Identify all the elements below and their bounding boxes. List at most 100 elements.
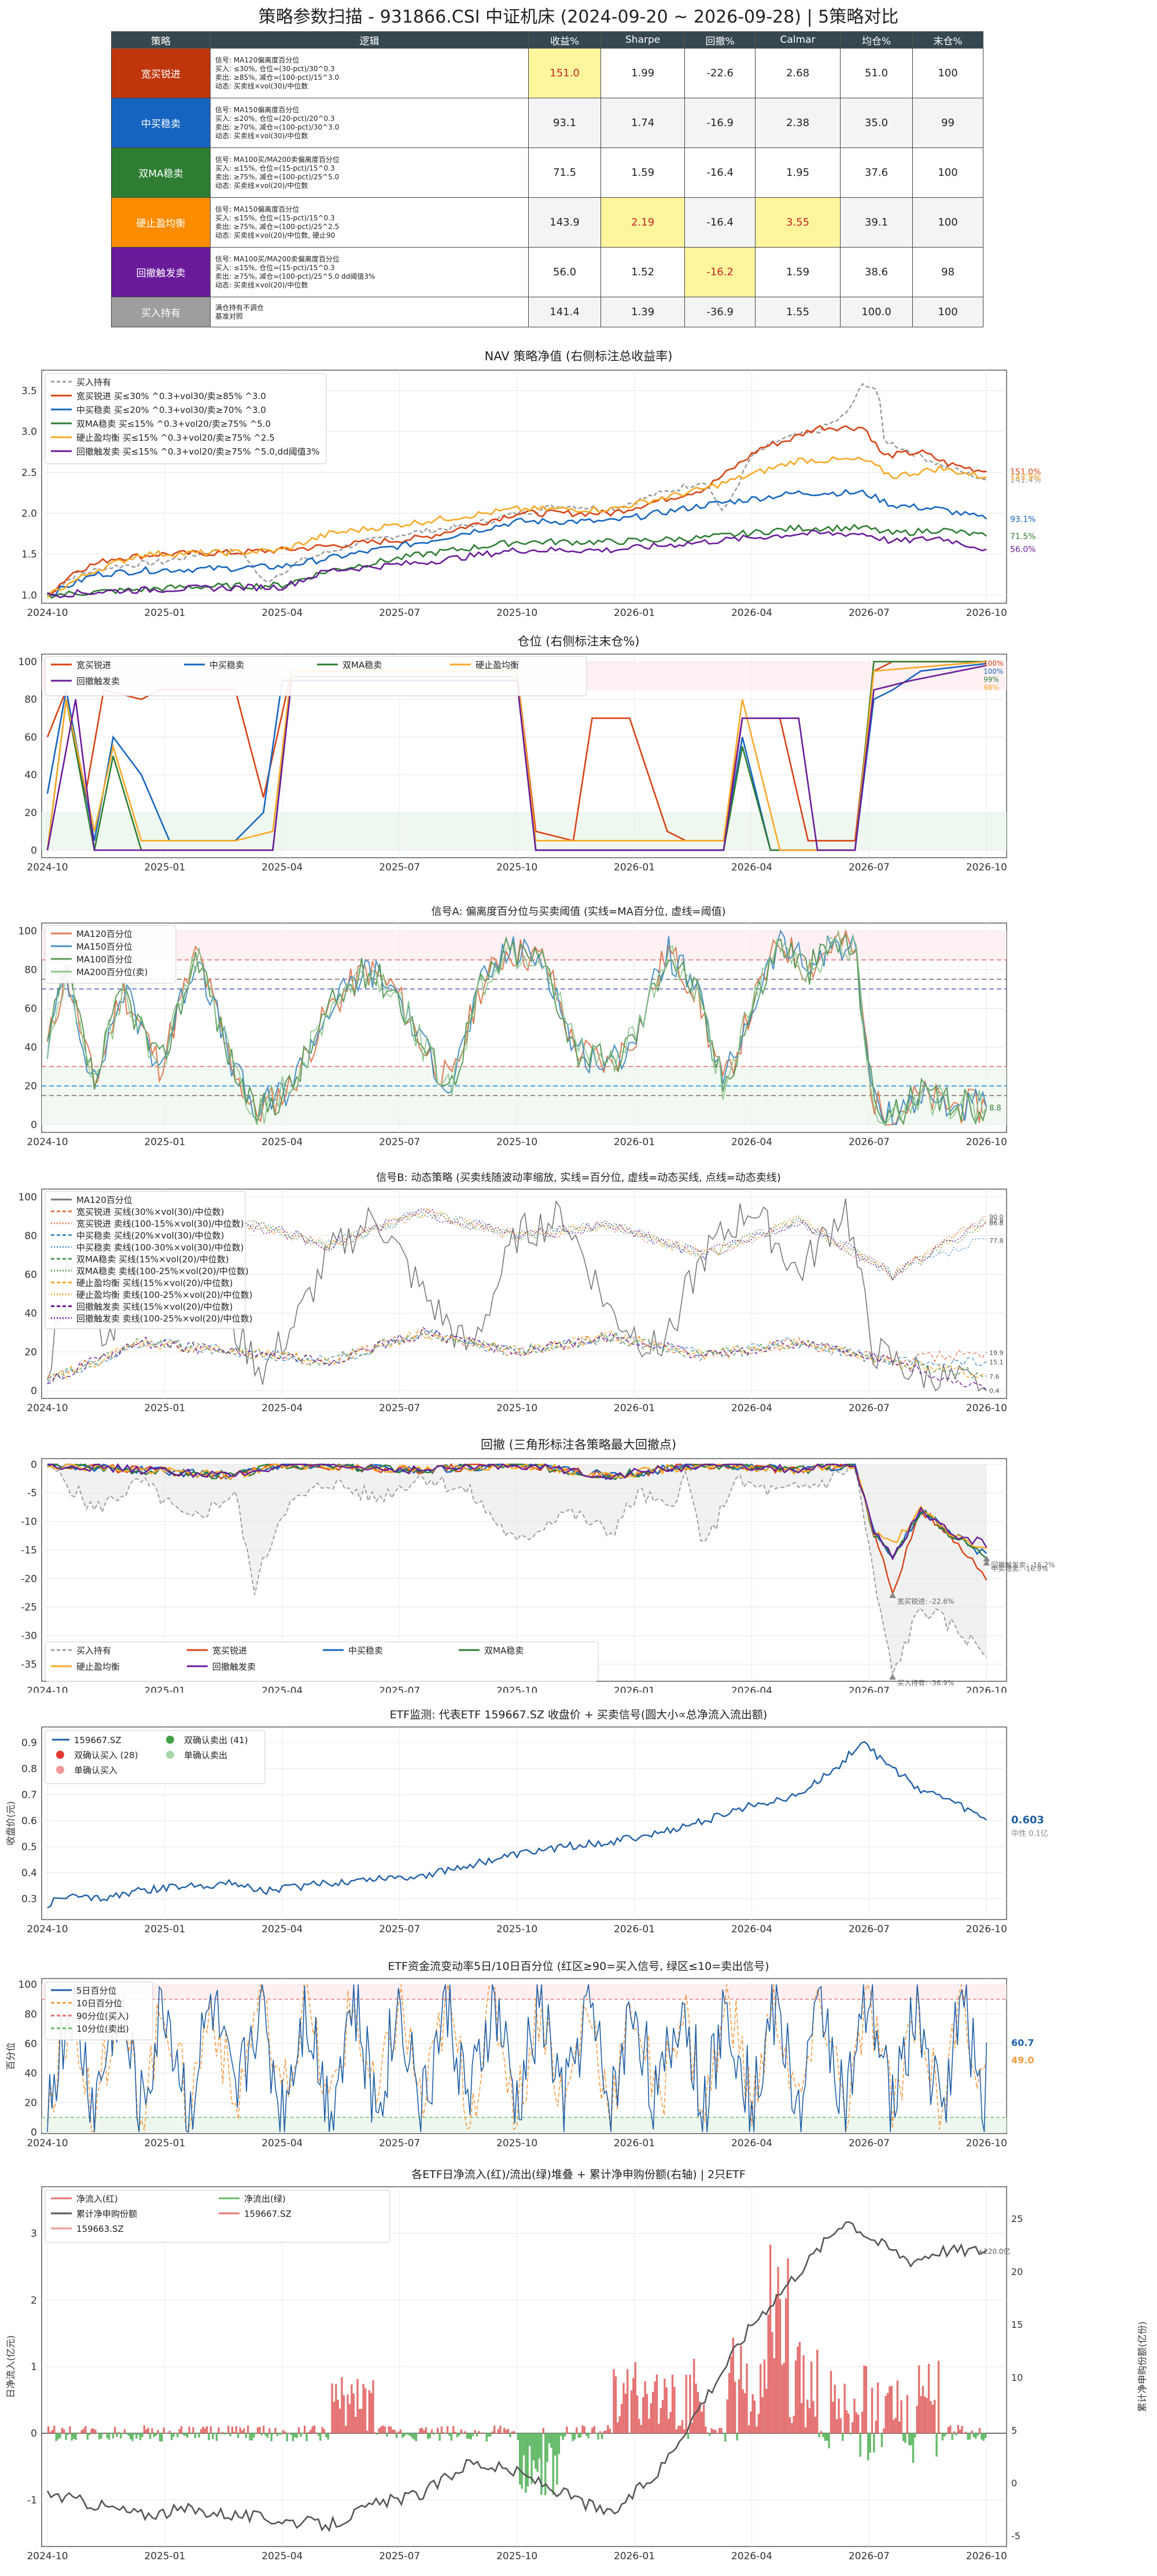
- flow-bar: [317, 2433, 320, 2436]
- x-tick-label: 2026-04: [731, 1924, 772, 1935]
- flow-bar: [454, 2431, 456, 2434]
- flow-bar: [861, 2411, 864, 2434]
- flow-bar: [233, 2432, 235, 2434]
- legend-label: 回撤触发卖 买线(15%×vol(20)/中位数): [76, 1302, 233, 1312]
- flow-bar: [421, 2427, 423, 2434]
- metric-last: 100: [912, 48, 983, 98]
- flow-bar: [65, 2433, 67, 2440]
- logic-line: 买入: ≤15%, 仓位=(15-pct)/15^0.3: [215, 263, 335, 272]
- metric-avg: 39.1: [839, 197, 913, 248]
- x-tick-label: 2026-07: [849, 1685, 890, 1693]
- flow-bar: [82, 2429, 85, 2434]
- flow-bar: [851, 2422, 854, 2434]
- metric-sharpe: 2.19: [600, 197, 686, 248]
- flow-bar: [489, 2433, 492, 2437]
- y-tick-label: 3: [31, 2228, 37, 2240]
- flow-bar: [444, 2433, 447, 2434]
- flow-bar: [650, 2403, 653, 2434]
- flow-bar: [857, 2414, 860, 2434]
- flow-bar: [812, 2401, 815, 2434]
- flow-percentile-chart-panel: ETF资金流变动率5日/10日百分位 (红区≥90=买入信号, 绿区≤10=卖出…: [0, 1958, 1157, 2154]
- nav-chart: 1.0 1.5 2.0 2.5 3.0 3.5 2024-10 2025-01 2025-04 2…: [21, 370, 1041, 619]
- flow-bar: [607, 2424, 609, 2434]
- legend-label: 159663.SZ: [76, 2224, 124, 2234]
- percentile-line: [47, 931, 987, 1125]
- metric-sharpe: 1.52: [600, 247, 686, 297]
- flow-bar: [757, 2413, 760, 2434]
- percentile-line: [47, 1983, 987, 2134]
- flow-bar: [705, 2426, 707, 2434]
- flow-bar: [123, 2429, 126, 2434]
- flow-bar: [530, 2433, 533, 2484]
- x-tick-label: 2024-10: [27, 1403, 68, 1414]
- flow-bar: [384, 2426, 386, 2434]
- y-axis-label: 日净流入(亿元): [5, 2335, 16, 2398]
- end-label: 143.9%: [1010, 473, 1041, 482]
- logic-line: 卖出: ≥70%, 减仓=(100-pct)/30^3.0: [215, 123, 340, 131]
- flow-bar: [337, 2400, 339, 2434]
- y-tick-label: 0: [31, 845, 37, 857]
- flow-bar: [245, 2433, 247, 2438]
- flow-bar: [532, 2433, 535, 2461]
- flow-bar: [675, 2429, 677, 2434]
- plot-area: 0 20 40 60 80 100 2024-10 2025-01 2025-04 2025-07…: [19, 1189, 1007, 1414]
- flow-bar: [188, 2426, 190, 2434]
- flow-bar: [307, 2431, 310, 2434]
- metric-dd: -36.9: [684, 297, 756, 327]
- flow-bar: [642, 2397, 644, 2434]
- end-label: 99%: [983, 676, 999, 684]
- end-label: 0.4: [989, 1387, 1000, 1394]
- flow-bar: [924, 2396, 926, 2434]
- x-tick-label: 2025-04: [261, 607, 303, 616]
- y-tick-label: 60: [24, 2038, 37, 2050]
- flow-bar: [399, 2429, 402, 2434]
- x-tick-label: 2025-01: [144, 1685, 185, 1693]
- end-label: 56.0%: [1010, 545, 1036, 555]
- legend-box: [45, 656, 587, 696]
- y-tick-label: 0.3: [21, 1894, 37, 1905]
- flow-bar: [347, 2394, 349, 2434]
- flow-bar: [476, 2433, 478, 2437]
- legend-label: 中买稳卖: [209, 660, 244, 670]
- flow-bar: [978, 2427, 981, 2434]
- flow-bar: [894, 2418, 897, 2434]
- position-chart-panel: 仓位 (右侧标注末仓%) 0 20 40 60 80 100 2024-10 2025-01 2…: [0, 632, 1157, 887]
- flow-bar: [116, 2433, 118, 2437]
- summary-table: 策略 逻辑 收益% Sharpe 回撤% Calmar 均仓% 末仓% 宽买锐进 信号: MA1…: [111, 31, 983, 327]
- flow-bar: [519, 2433, 521, 2485]
- legend-label: 硬止盈均衡 卖线(100-25%×vol(20)/中位数): [76, 1290, 253, 1300]
- flow-bar: [654, 2381, 656, 2434]
- metric-dd: -16.9: [684, 98, 756, 148]
- flow-bar: [883, 2428, 885, 2434]
- flow-bar: [243, 2428, 245, 2434]
- flow-bar: [137, 2433, 139, 2435]
- flow-bar: [112, 2433, 115, 2439]
- legend-label: 双MA稳卖: [484, 1645, 524, 1656]
- logic-line: 动态: 买卖线×vol(20)/中位数: [215, 181, 308, 190]
- x-tick-label: 2025-04: [261, 2138, 303, 2149]
- table-header: Calmar: [755, 31, 841, 49]
- y-tick-label: 40: [24, 1308, 37, 1320]
- flow-bar: [53, 2426, 56, 2434]
- flow-bar: [889, 2386, 891, 2434]
- flow-bar: [540, 2433, 543, 2495]
- flow-bar: [683, 2429, 686, 2434]
- flow-bar: [98, 2433, 101, 2440]
- flow-bar: [644, 2381, 646, 2434]
- buy-zone: [42, 1984, 1007, 1999]
- legend-label: MA200百分位(卖): [76, 967, 148, 977]
- flow-bar: [290, 2433, 292, 2435]
- flow-bar: [194, 2433, 197, 2438]
- strategy-name: 回撤触发卖: [111, 247, 211, 297]
- flow-bar: [784, 2298, 787, 2434]
- flow-bar: [646, 2394, 648, 2434]
- flow-bar: [209, 2426, 212, 2434]
- legend-label: MA120百分位: [76, 1195, 132, 1205]
- flow-bar: [577, 2433, 580, 2438]
- logic-line: 买入: ≤15%, 仓位=(15-pct)/15^0.3: [215, 164, 335, 172]
- flow-bar: [474, 2430, 476, 2434]
- y-tick-label: 20: [24, 807, 37, 819]
- flow-bar: [779, 2299, 782, 2434]
- flow-bar: [374, 2432, 377, 2434]
- x-tick-label: 2026-07: [849, 2138, 890, 2149]
